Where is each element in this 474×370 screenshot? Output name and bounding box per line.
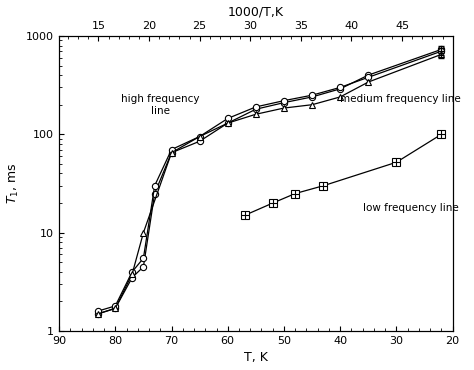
- Text: high frequency
line: high frequency line: [121, 94, 200, 115]
- X-axis label: 1000/T,K: 1000/T,K: [228, 6, 284, 18]
- Y-axis label: $T_1$, ms: $T_1$, ms: [6, 163, 21, 204]
- Text: medium frequency line: medium frequency line: [340, 94, 461, 104]
- Text: low frequency line: low frequency line: [363, 202, 458, 213]
- X-axis label: T, K: T, K: [244, 352, 268, 364]
